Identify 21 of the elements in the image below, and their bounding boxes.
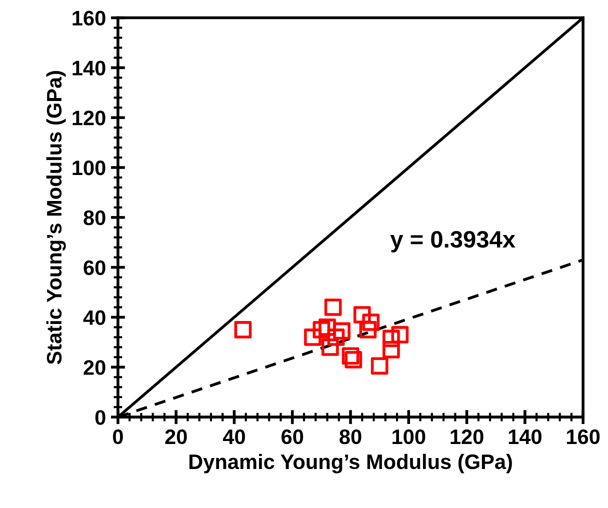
x-tick-label: 60 <box>282 429 304 444</box>
x-tick-label: 0 <box>112 429 123 444</box>
y-tick-label: 40 <box>83 310 106 325</box>
x-tick-label: 100 <box>392 429 426 444</box>
y-axis-title: Static Young’s Modulus (GPa) <box>46 71 66 364</box>
x-tick-label: 80 <box>340 429 362 444</box>
y-tick-label: 0 <box>95 410 106 425</box>
x-axis-title: Dynamic Young’s Modulus (GPa) <box>189 454 512 474</box>
y-tick-label: 20 <box>84 360 106 375</box>
x-tick-label: 160 <box>567 429 600 444</box>
annotation: y = 0.3934x <box>390 231 516 252</box>
y-tick-label: 120 <box>72 110 106 126</box>
y-tick-label: 140 <box>72 60 106 76</box>
y-tick-label: 100 <box>72 160 106 176</box>
x-tick-label: 120 <box>450 429 484 444</box>
x-tick-label: 140 <box>508 429 542 444</box>
x-tick-label: 40 <box>222 429 245 444</box>
x-tick-label: 20 <box>165 429 187 444</box>
y-tick-label: 60 <box>84 260 106 276</box>
y-tick-label: 80 <box>84 210 106 226</box>
y-tick-label: 160 <box>72 10 106 26</box>
